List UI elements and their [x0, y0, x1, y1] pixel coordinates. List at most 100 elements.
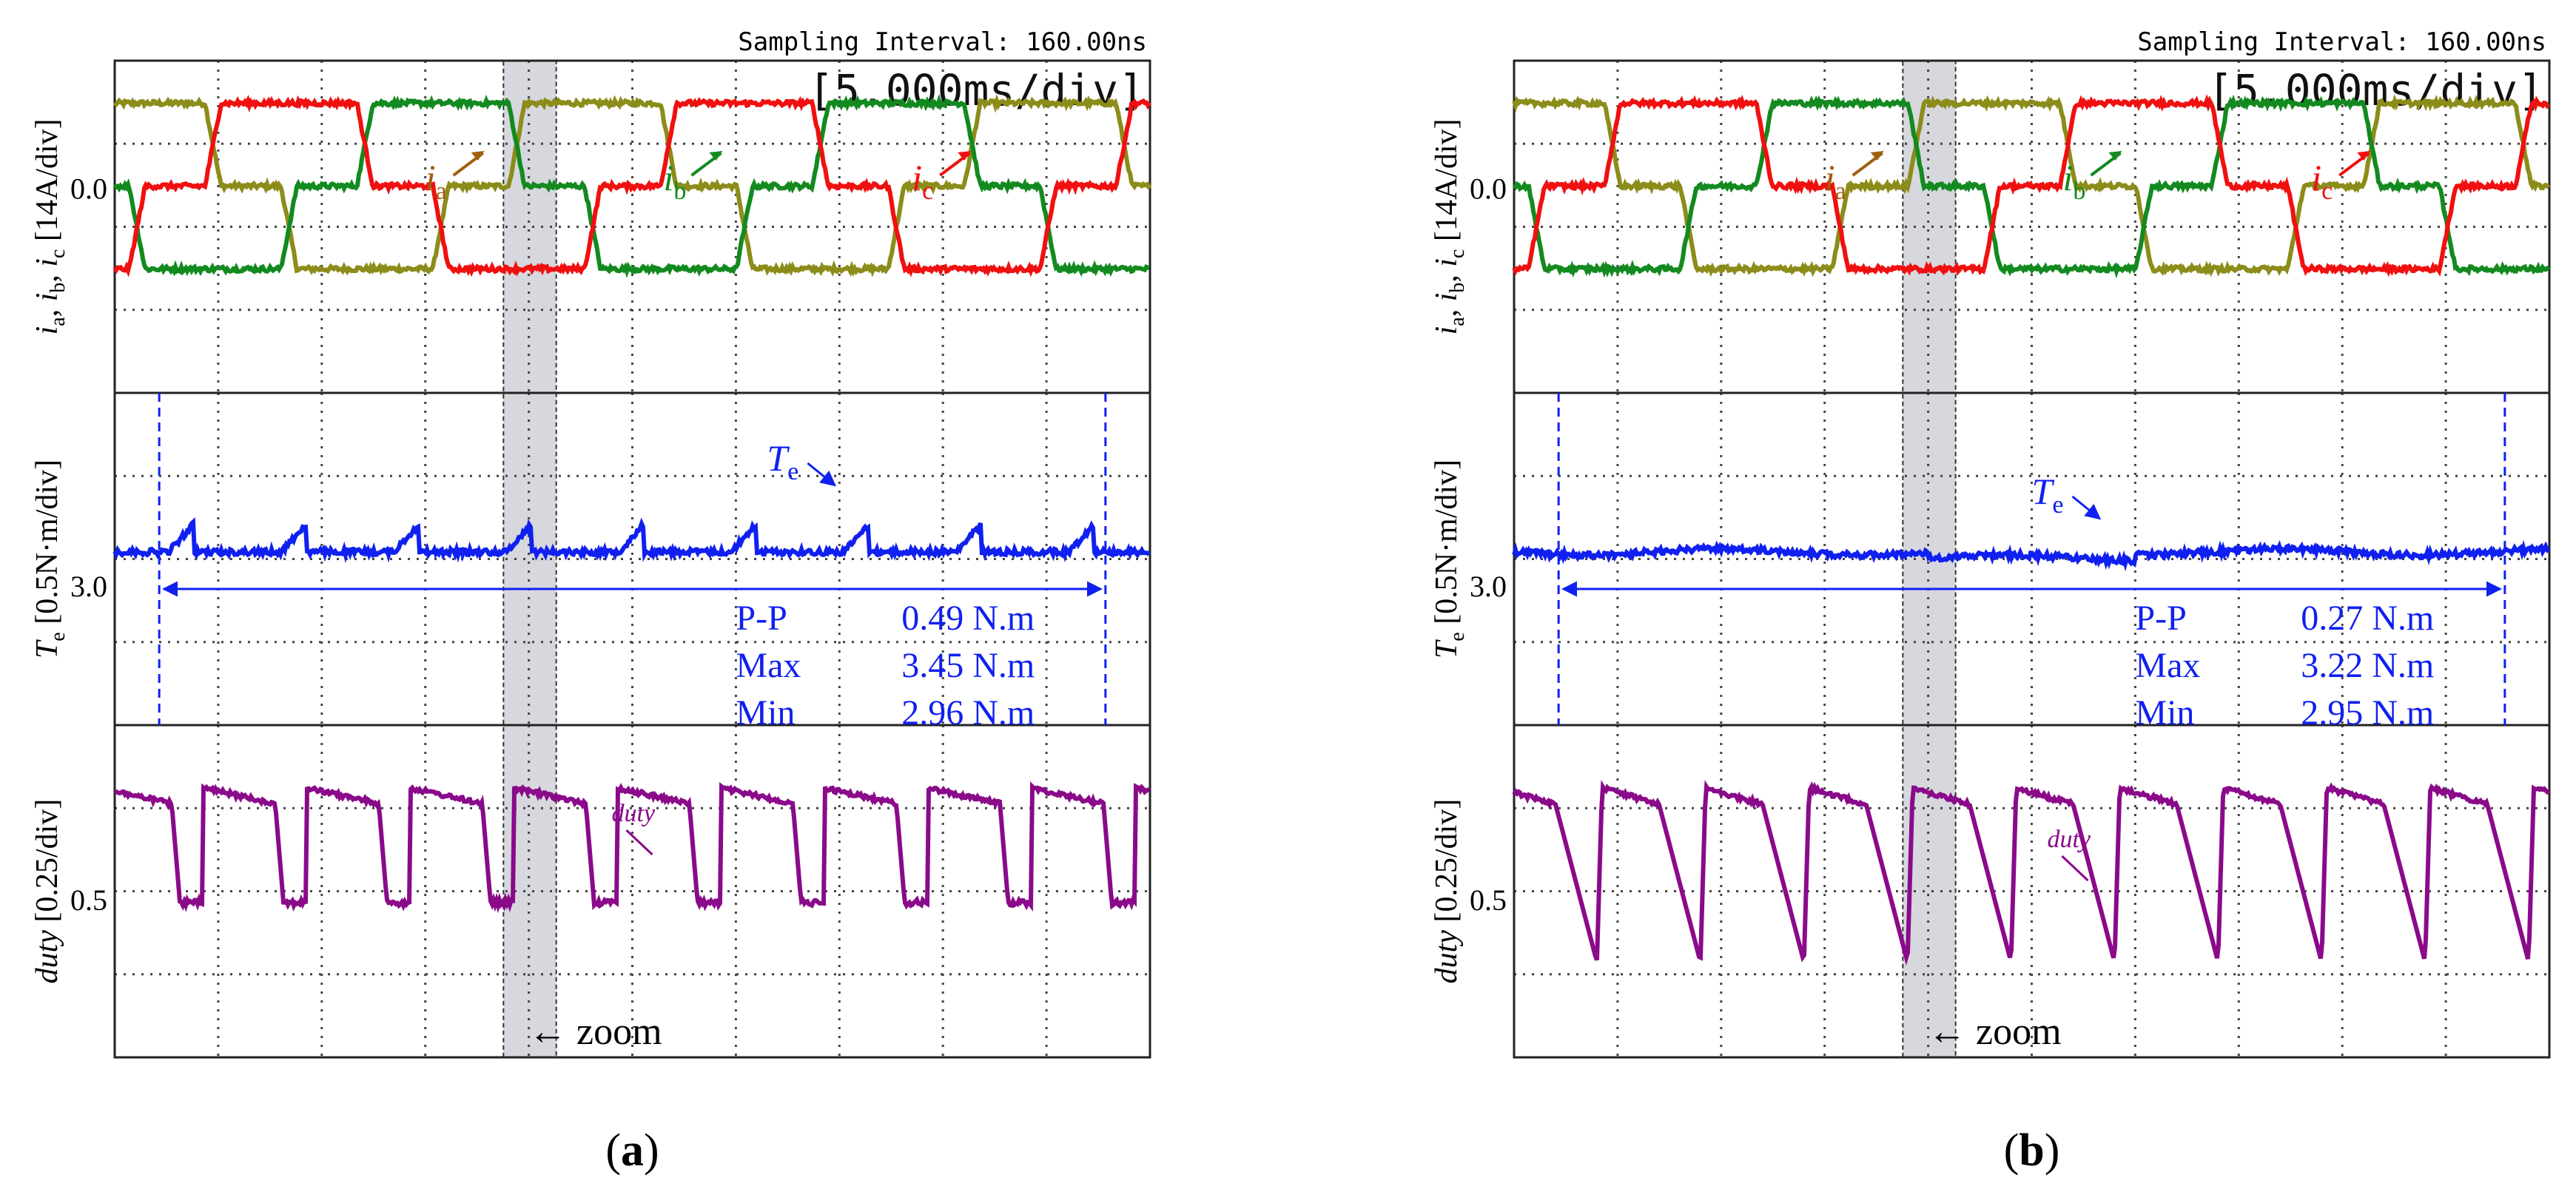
ic-label-arrowhead [2357, 151, 2371, 161]
torque-trace [112, 517, 1151, 564]
duty-ylabel-name: duty [1430, 930, 1464, 984]
currents-ylabel-scale: [14A/div] [1430, 118, 1464, 241]
sampling-interval-value: 160.00ns [1026, 27, 1147, 57]
currents-zero-label: 0.0 [70, 172, 107, 206]
currents-ylabel: ia, ib, ic [14A/div] [1430, 118, 1469, 334]
ia-label-arrowhead [471, 151, 485, 161]
currents-ylabel-sub-c: c [1446, 249, 1469, 258]
ic-label-arrowhead [958, 151, 972, 161]
panel-caption: (a) [605, 1125, 659, 1176]
duty-label: duty [612, 800, 656, 827]
duty-ylabel-scale: [0.25/div] [30, 799, 64, 923]
ic-label: ic [912, 157, 933, 205]
torque-stat-value: 3.22 N.m [2301, 646, 2434, 685]
sampling-interval-readout: Sampling Interval: 160.00ns [2137, 27, 2546, 57]
torque-stat-name: Min [2135, 693, 2194, 733]
currents-ylabel-sub-b: b [1446, 283, 1469, 293]
zoom-annotation: ← zoom [528, 1011, 662, 1053]
torque-ref-label: 3.0 [1470, 570, 1507, 603]
torque-stat-value: 0.27 N.m [2301, 599, 2434, 638]
currents-ylabel: ia, ib, ic [14A/div] [30, 118, 70, 334]
currents-ylabel-sub-a: a [1446, 317, 1469, 326]
panel-b: Sampling Interval: 160.00ns [5.000ms/div]… [1430, 27, 2551, 1176]
duty-ylabel: duty [0.25/div] [30, 799, 64, 984]
ic-trace [1512, 94, 2551, 277]
zoom-arrow: ← [1928, 1011, 1966, 1053]
ia-label: ia [426, 157, 447, 205]
panel-a: Sampling Interval: 160.00ns[5.000ms/div]… [30, 27, 1151, 1176]
torque-stat-name: Min [736, 693, 795, 733]
torque-ylabel-scale: [0.5N·m/div] [1430, 459, 1464, 624]
ia-label-arrowhead [1870, 151, 1884, 161]
ic-label-subscript: c [922, 178, 933, 205]
sampling-interval-readout: Sampling Interval: 160.00ns [738, 27, 1147, 57]
scope-strip-frame [1513, 724, 2551, 1059]
sampling-interval-label: Sampling Interval: [738, 27, 1010, 57]
ib-label: ib [2062, 157, 2085, 205]
torque-stat-value: 3.45 N.m [901, 646, 1035, 685]
zoom-band [503, 61, 556, 1057]
currents-ylabel-sub-b: b [47, 283, 70, 293]
torque-trace [1512, 539, 2551, 572]
ib-label-subscript: b [2073, 178, 2085, 205]
torque-ylabel: Te [0.5N·m/div] [30, 459, 70, 659]
torque-ylabel-sub: e [1446, 632, 1469, 641]
torque-label-subscript: e [787, 458, 798, 485]
ic-label: ic [2311, 157, 2333, 205]
ib-trace [1512, 94, 2551, 279]
duty-ylabel: duty [0.25/div] [1430, 799, 1464, 984]
ic-trace [112, 95, 1151, 277]
currents-ylabel-scale: [14A/div] [30, 118, 64, 241]
torque-label-subscript: e [2052, 491, 2063, 519]
torque-ylabel: Te [0.5N·m/div] [1430, 459, 1469, 659]
panel-caption-letter: a [621, 1125, 644, 1176]
torque-stat-value: 0.49 N.m [901, 599, 1035, 638]
timebase-label: [5.000ms/div] [2207, 65, 2543, 115]
zoom-label: zoom [1966, 1011, 2062, 1053]
ic-label-subscript: c [2321, 178, 2333, 205]
ia-label-subscript: a [1835, 178, 1846, 205]
torque-label: Te [767, 437, 798, 485]
scope-strip-frame [113, 724, 1151, 1059]
torque-ylabel-sub: e [47, 632, 70, 641]
ia-label: ia [1825, 157, 1846, 205]
torque-stat-value: 2.95 N.m [2301, 693, 2434, 733]
duty-label: duty [2047, 826, 2091, 853]
ib-label-subscript: b [673, 178, 686, 205]
torque-stat-name: Max [2135, 646, 2200, 685]
torque-ref-label: 3.0 [70, 570, 107, 603]
currents-ylabel-sub-a: a [47, 317, 70, 326]
ia-trace [1512, 94, 2551, 277]
panel-caption-letter: b [2019, 1125, 2044, 1176]
panel-caption: (b) [2004, 1125, 2060, 1176]
currents-ylabel-sub-c: c [47, 249, 70, 258]
zoom-annotation: ← zoom [1928, 1011, 2062, 1053]
duty-label-arrow [625, 829, 653, 856]
duty-ref-label: 0.5 [1470, 883, 1507, 917]
duty-ylabel-name: duty [30, 930, 64, 984]
sampling-interval-value: 160.00ns [2425, 27, 2546, 57]
ib-label-arrowhead [2108, 151, 2122, 161]
sampling-interval-label: Sampling Interval: [2137, 27, 2409, 57]
duty-trace [1512, 779, 2551, 966]
currents-zero-label: 0.0 [1470, 172, 1507, 206]
zoom-arrow: ← [528, 1011, 567, 1053]
torque-label-arrow [807, 462, 837, 487]
torque-ylabel-scale: [0.5N·m/div] [30, 459, 64, 624]
duty-label-arrow [2061, 855, 2089, 882]
torque-stat-name: Max [736, 646, 801, 685]
torque-label: Te [2032, 471, 2064, 519]
ib-label: ib [663, 157, 686, 205]
ia-trace [112, 93, 1151, 277]
torque-stat-value: 2.96 N.m [901, 693, 1035, 733]
ib-trace [112, 93, 1150, 278]
duty-ylabel-scale: [0.25/div] [1430, 799, 1464, 923]
duty-trace [114, 781, 1151, 914]
duty-ref-label: 0.5 [70, 883, 107, 917]
ib-label-arrowhead [709, 151, 723, 161]
zoom-label: zoom [567, 1011, 662, 1053]
torque-stat-name: P-P [736, 599, 787, 638]
torque-label-arrow [2071, 495, 2102, 520]
torque-stat-name: P-P [2135, 599, 2186, 638]
